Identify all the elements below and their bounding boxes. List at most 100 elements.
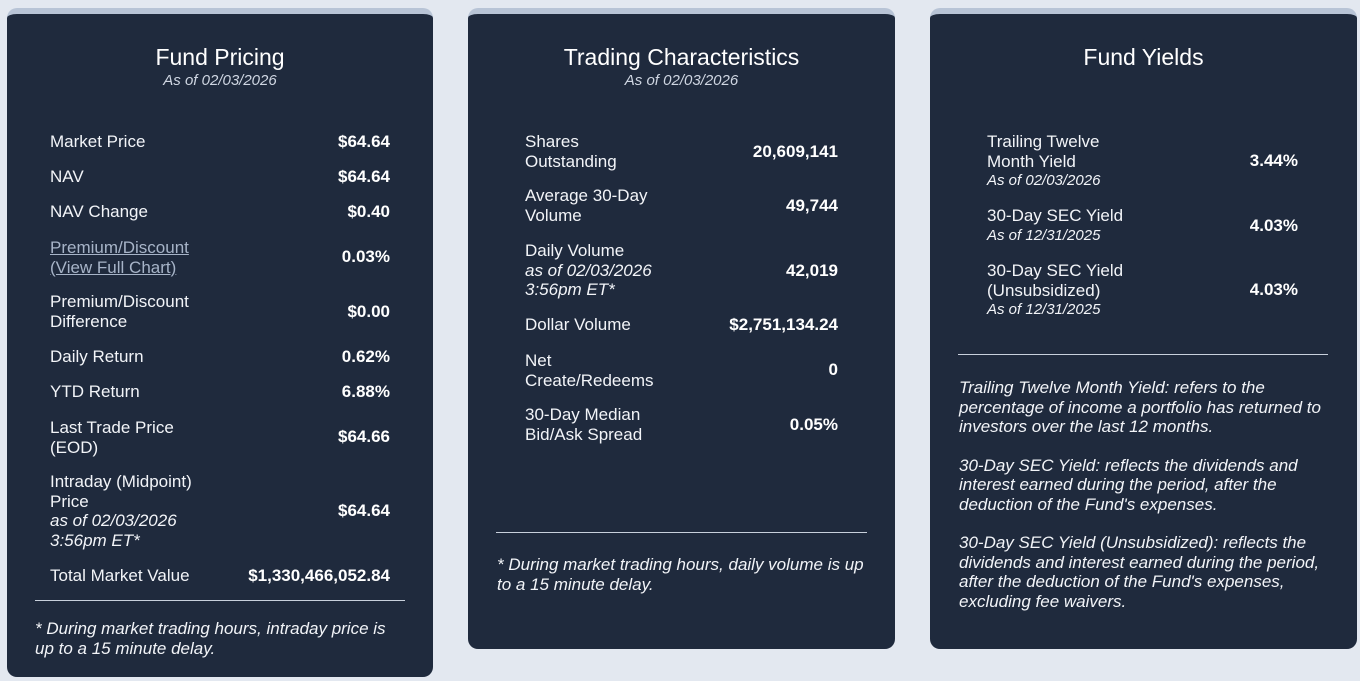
row-label: YTD Return <box>50 382 140 401</box>
row-label: NAV Change <box>50 202 148 221</box>
card-as-of-date: As of 02/03/2026 <box>163 72 277 89</box>
sec-yield-row: 30-Day SEC Yield As of 12/31/2025 <box>987 206 1123 245</box>
sec-yield-unsubsidized-row: 30-Day SEC Yield (Unsubsidized) As of 12… <box>987 261 1123 320</box>
row-value: 49,744 <box>786 196 838 215</box>
sec-yield-definition: 30-Day SEC Yield: reflects the dividends… <box>959 455 1298 514</box>
label-line-1: Daily Volume <box>525 241 625 260</box>
footnote: * During market trading hours, daily vol… <box>497 555 864 594</box>
sec-yield-unsubsidized-definition: 30-Day SEC Yield (Unsubsidized): reflect… <box>959 533 1320 611</box>
nav-change-row: NAV Change <box>50 202 148 222</box>
nav-row: NAV <box>50 167 84 187</box>
label-line-2: Price <box>50 491 89 511</box>
row-value: 20,609,141 <box>752 142 838 161</box>
row-label: Daily Return <box>50 347 144 366</box>
label-line-2: Volume <box>525 205 582 225</box>
label-line-1: Trailing Twelve <box>987 132 1100 151</box>
card-title: Trading Characteristics <box>563 44 800 70</box>
row-label: Dollar Volume <box>525 315 631 334</box>
daily-volume-row: Daily Volume as of 02/03/2026 3:56pm ET* <box>525 241 652 300</box>
ytd-return-row: YTD Return <box>50 382 140 402</box>
as-of-time: 3:56pm ET* <box>50 530 140 550</box>
row-value: $0.00 <box>347 302 390 321</box>
total-market-value-row: Total Market Value <box>50 566 190 586</box>
row-label: Total Market Value <box>50 566 190 585</box>
link-line-2: (View Full Chart) <box>50 257 177 277</box>
as-of-date: as of 02/03/2026 <box>525 260 652 280</box>
row-value: 0.62% <box>341 347 390 366</box>
row-label: Last Trade Price (EOD) <box>50 418 174 457</box>
row-value: 0.03% <box>341 247 390 266</box>
row-label: Net Create/Redeems <box>525 351 654 390</box>
row-label: Daily Volume as of 02/03/2026 3:56pm ET* <box>525 241 652 300</box>
card-title: Fund Pricing <box>155 44 285 70</box>
label-line-2: (EOD) <box>50 437 99 457</box>
row-label: Premium/Discount Difference <box>50 292 189 331</box>
as-of-date: as of 02/03/2026 <box>50 511 177 530</box>
as-of-date: As of 02/03/2026 <box>987 172 1101 189</box>
market-price-row: Market Price <box>50 132 145 152</box>
row-label: Trailing Twelve Month Yield As of 02/03/… <box>987 132 1100 191</box>
intraday-price-row: Intraday (Midpoint) Price as of 02/03/20… <box>50 472 192 550</box>
card-title: Fund Yields <box>1083 44 1204 70</box>
trailing-twelve-month-yield-row: Trailing Twelve Month Yield As of 02/03/… <box>987 132 1100 191</box>
row-label: 30-Day SEC Yield As of 12/31/2025 <box>987 206 1123 245</box>
divider <box>958 354 1328 355</box>
row-value: $64.64 <box>338 132 390 151</box>
label-line-2: Month Yield <box>987 151 1076 171</box>
label-line-1: Average 30-Day <box>525 186 648 205</box>
label-line-1: 30-Day SEC Yield <box>987 206 1124 225</box>
row-label: Premium/Discount (View Full Chart) <box>50 238 189 277</box>
label-line-1: Last Trade Price <box>50 418 174 437</box>
link-line-1: Premium/Discount <box>50 238 189 257</box>
row-label: NAV <box>50 167 84 186</box>
as-of-date: As of 12/31/2025 <box>987 226 1101 244</box>
row-value: $2,751,134.24 <box>729 315 838 334</box>
card-as-of-date: As of 02/03/2026 <box>624 72 739 89</box>
as-of-time: 3:56pm ET* <box>525 280 615 299</box>
row-value: 0 <box>828 360 838 379</box>
row-value: $0.40 <box>347 202 390 221</box>
label-line-2: (Unsubsidized) <box>987 280 1101 300</box>
row-label: Shares Outstanding <box>525 132 617 171</box>
row-value: 3.44% <box>1249 151 1298 170</box>
label-line-1: Net <box>525 351 552 370</box>
row-value: 6.88% <box>341 382 390 401</box>
as-of-date: As of 12/31/2025 <box>987 301 1101 318</box>
daily-return-row: Daily Return <box>50 347 144 367</box>
dollar-volume-row: Dollar Volume <box>525 315 631 335</box>
label-line-1: 30-Day SEC Yield <box>987 261 1124 280</box>
row-value: $64.64 <box>338 167 390 186</box>
divider <box>35 600 405 601</box>
net-create-redeems-row: Net Create/Redeems <box>525 351 654 390</box>
premium-discount-difference-row: Premium/Discount Difference <box>50 292 189 331</box>
row-label: Market Price <box>50 132 146 151</box>
label-line-2: Outstanding <box>525 151 617 171</box>
ttm-yield-definition: Trailing Twelve Month Yield: refers to t… <box>959 378 1321 436</box>
row-value: 4.03% <box>1249 216 1298 235</box>
bid-ask-spread-row: 30-Day Median Bid/Ask Spread <box>525 405 642 444</box>
label-line-1: Premium/Discount <box>50 292 189 311</box>
label-line-1: Intraday (Midpoint) <box>50 472 192 491</box>
row-value: 42,019 <box>786 261 838 280</box>
row-value: $64.66 <box>338 427 390 446</box>
label-line-2: Difference <box>50 311 128 331</box>
shares-outstanding-row: Shares Outstanding <box>525 132 617 171</box>
premium-discount-chart-link[interactable]: Premium/Discount (View Full Chart) <box>50 238 189 277</box>
divider <box>496 532 867 533</box>
row-value: 0.05% <box>789 415 838 434</box>
yield-definitions: Trailing Twelve Month Yield: refers to t… <box>959 378 1331 630</box>
fund-yields-card: Fund Yields Trailing Twelve Month Yield … <box>930 8 1357 649</box>
label-line-1: Shares <box>525 132 579 151</box>
last-trade-price-row: Last Trade Price (EOD) <box>50 418 174 457</box>
row-label: Average 30-Day Volume <box>525 186 648 225</box>
row-label: 30-Day SEC Yield (Unsubsidized) As of 12… <box>987 261 1123 320</box>
label-line-2: Create/Redeems <box>525 370 654 390</box>
footnote: * During market trading hours, intraday … <box>35 619 386 658</box>
label-line-2: Bid/Ask Spread <box>525 424 643 444</box>
label-line-1: 30-Day Median <box>525 405 641 424</box>
premium-discount-row: Premium/Discount (View Full Chart) <box>50 238 189 277</box>
row-label: 30-Day Median Bid/Ask Spread <box>525 405 642 444</box>
row-value: $1,330,466,052.84 <box>248 566 390 585</box>
row-value: 4.03% <box>1249 280 1298 299</box>
trading-characteristics-card: Trading Characteristics As of 02/03/2026… <box>468 8 895 649</box>
